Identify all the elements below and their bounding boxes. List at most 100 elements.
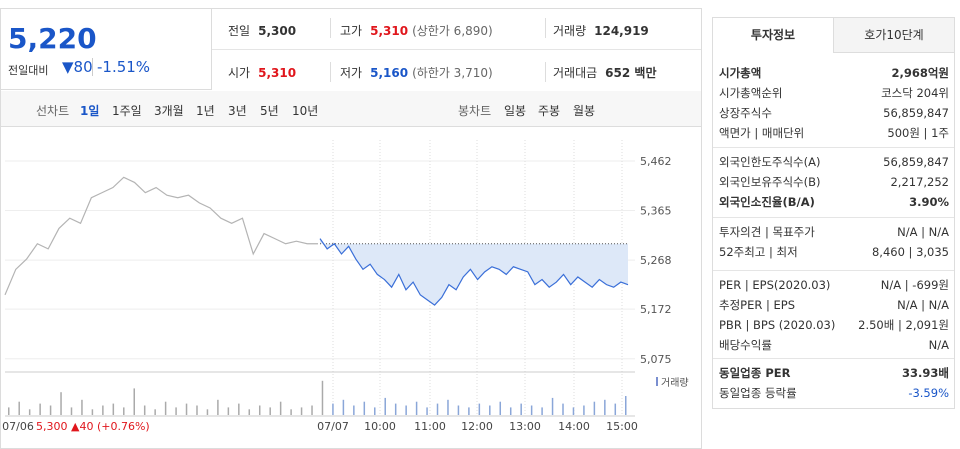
info-row: 52주최고 | 최저 8,460 | 3,035 [719, 243, 949, 262]
volume-bar [374, 407, 376, 415]
info-value: 2.50배 | 2,091원 [858, 318, 949, 332]
info-value: 56,859,847 [883, 155, 949, 169]
info-row: PER | EPS(2020.03) N/A | -699원 [719, 276, 949, 295]
volume-bar [196, 405, 198, 415]
volume-bar [436, 403, 439, 415]
info-label: 추정PER | EPS [719, 298, 796, 312]
quote-label: 전일 [228, 24, 251, 38]
quote-label: 거래대금 [553, 66, 598, 80]
info-row: 배당수익률 N/A [719, 336, 949, 355]
tab[interactable]: 일봉 [504, 104, 527, 118]
tab[interactable]: 1일 [80, 104, 100, 118]
volume-bar [562, 403, 564, 415]
y-tick-label: 5,172 [640, 303, 672, 316]
volume-bar [60, 392, 62, 415]
x-tick-label: 07/06 [2, 420, 34, 433]
x-tick-label: 07/07 [317, 420, 349, 433]
info-label: 시가총액 [719, 66, 762, 80]
info-value: 3.90% [909, 195, 949, 209]
volume-bar [614, 403, 617, 415]
volume-bar [269, 407, 271, 415]
separator [713, 270, 954, 271]
volume-bar [405, 405, 407, 415]
tab[interactable]: 1주일 [112, 104, 142, 118]
volume-bar [206, 409, 209, 415]
info-row: 상장주식수 56,859,847 [719, 104, 949, 123]
tab-label: 선차트 [36, 104, 70, 118]
volume-bar [415, 401, 418, 415]
quote-item: 시가 5,310 [228, 64, 296, 81]
tab-label: 봉차트 [458, 104, 492, 118]
tab[interactable]: 3년 [228, 104, 247, 118]
tab[interactable]: 10년 [292, 104, 319, 118]
volume-label: 거래량 [661, 377, 689, 389]
volume-bar [311, 405, 313, 415]
volume-bar [91, 409, 94, 415]
tab[interactable]: 주봉 [538, 104, 561, 118]
separator [713, 358, 954, 359]
info-label: 상장주식수 [719, 106, 772, 120]
info-row: 투자의견 | 목표주가 N/A | N/A [719, 223, 949, 242]
volume-bar [572, 407, 575, 415]
volume-bar [499, 401, 502, 415]
volume-bar [530, 405, 533, 415]
x-tick-label: 13:00 [509, 420, 541, 433]
volume-bar [300, 407, 303, 415]
info-label: PBR | BPS (2020.03) [719, 318, 836, 332]
info-label: 시가총액순위 [719, 86, 783, 100]
info-value: -3.59% [908, 386, 949, 400]
quote-item: 거래대금 652 백만 [553, 64, 656, 81]
volume-bar [248, 409, 251, 415]
x-tick-label: 14:00 [558, 420, 590, 433]
quote-item: 저가 5,160 (하한가 3,710) [340, 64, 493, 81]
info-row: 시가총액순위 코스닥 204위 [719, 84, 949, 103]
info-panel: 투자정보 호가10단계 시가총액 2,968억원 시가총액순위 코스닥 204위 상장주식수… [712, 17, 955, 409]
quote-value: 5,310 [258, 66, 297, 80]
info-row: PBR | BPS (2020.03) 2.50배 | 2,091원 [719, 316, 949, 335]
volume-bar [509, 407, 512, 415]
info-value: N/A | -699원 [880, 278, 949, 292]
volume-bar [583, 405, 585, 415]
quote-value: 5,310 [370, 24, 409, 38]
volume-bar [353, 405, 355, 415]
volume-bar [8, 407, 10, 415]
volume-bar [604, 399, 606, 415]
quote-label: 고가 [340, 24, 363, 38]
volume-bar [290, 409, 292, 415]
info-value: 500원 | 1주 [887, 126, 949, 140]
divider [330, 62, 331, 82]
divider [545, 18, 546, 38]
info-value: N/A | N/A [897, 225, 949, 239]
info-value: N/A [928, 338, 949, 352]
info-value: N/A | N/A [897, 298, 949, 312]
separator [713, 217, 954, 218]
quote-value: 124,919 [594, 24, 649, 38]
area [320, 238, 628, 306]
panel-tab[interactable]: 투자정보 [750, 28, 796, 42]
volume-bar [541, 407, 543, 415]
volume-bar [217, 399, 219, 415]
info-label: 배당수익률 [719, 338, 772, 352]
quote-value: 652 백만 [605, 66, 657, 80]
panel-tab[interactable]: 호가10단계 [833, 18, 954, 53]
change-pct: -1.51% [92, 58, 150, 76]
info-value: 56,859,847 [883, 106, 949, 120]
tab[interactable]: 월봉 [573, 104, 596, 118]
info-label: 외국인소진율(B/A) [719, 195, 815, 209]
divider [330, 18, 331, 38]
tab[interactable]: 1년 [196, 104, 215, 118]
volume-bar [102, 405, 104, 415]
info-label: 외국인보유주식수(B) [719, 175, 821, 189]
divider [212, 49, 701, 50]
info-label: 52주최고 | 최저 [719, 245, 798, 259]
info-row: 동일업종 등락률 -3.59% [719, 384, 949, 403]
volume-bar [342, 399, 345, 415]
info-row: 시가총액 2,968억원 [719, 64, 949, 83]
tab[interactable]: 5년 [260, 104, 279, 118]
quote-extra: (상한가 6,890) [412, 24, 493, 38]
volume-bar [478, 403, 481, 415]
volume-bar [321, 380, 324, 415]
tab[interactable]: 3개월 [154, 104, 184, 118]
quote-value: 5,300 [258, 24, 297, 38]
